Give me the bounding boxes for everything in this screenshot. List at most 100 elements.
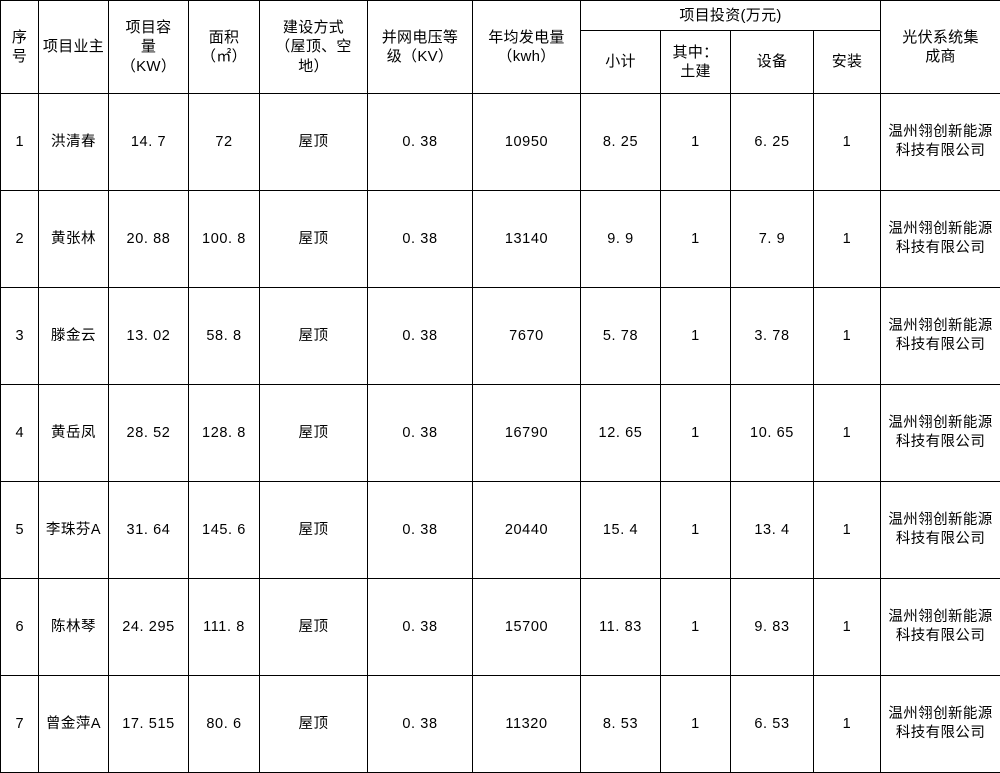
header-civil-line2: 土建 [680,63,711,80]
cell-integrator: 温州翎创新能源科技有限公司 [881,288,1000,385]
table-row: 2 黄张林 20. 88 100. 8 屋顶 0. 38 13140 9. 9 … [1,191,1000,288]
cell-output: 10950 [473,94,581,191]
cell-install: 1 [814,191,881,288]
cell-seq: 7 [1,676,39,773]
header-capacity-line1: 项目容 [126,19,172,36]
cell-equipment: 3. 78 [731,288,814,385]
cell-area: 128. 8 [189,385,260,482]
cell-capacity: 20. 88 [109,191,189,288]
cell-subtotal: 11. 83 [581,579,661,676]
cell-install: 1 [814,482,881,579]
cell-seq: 6 [1,579,39,676]
cell-equipment: 7. 9 [731,191,814,288]
cell-owner: 黄岳凤 [39,385,109,482]
cell-method: 屋顶 [260,94,368,191]
cell-install: 1 [814,385,881,482]
header-area-line1: 面积 [209,29,240,46]
cell-owner: 陈林琴 [39,579,109,676]
column-header-owner: 项目业主 [39,1,109,94]
cell-voltage: 0. 38 [368,676,473,773]
cell-voltage: 0. 38 [368,385,473,482]
cell-seq: 2 [1,191,39,288]
column-header-install: 安装 [814,31,881,94]
cell-subtotal: 8. 25 [581,94,661,191]
cell-owner: 洪清春 [39,94,109,191]
cell-install: 1 [814,579,881,676]
table-header: 序 号 项目业主 项目容 量 （KW） 面积 （㎡） 建设方式 （屋顶、空 地） [1,1,1000,94]
cell-area: 145. 6 [189,482,260,579]
header-voltage-line1: 并网电压等 [382,29,459,46]
table-row: 1 洪清春 14. 7 72 屋顶 0. 38 10950 8. 25 1 6.… [1,94,1000,191]
header-integrator-line1: 光伏系统集 [902,29,979,46]
cell-output: 20440 [473,482,581,579]
cell-output: 11320 [473,676,581,773]
cell-install: 1 [814,94,881,191]
header-integrator-line2: 成商 [925,48,956,65]
cell-capacity: 28. 52 [109,385,189,482]
cell-integrator: 温州翎创新能源科技有限公司 [881,676,1000,773]
cell-area: 72 [189,94,260,191]
cell-subtotal: 8. 53 [581,676,661,773]
cell-seq: 3 [1,288,39,385]
table-row: 5 李珠芬A 31. 64 145. 6 屋顶 0. 38 20440 15. … [1,482,1000,579]
cell-method: 屋顶 [260,288,368,385]
cell-integrator: 温州翎创新能源科技有限公司 [881,191,1000,288]
header-seq-line1: 序 [12,29,27,46]
cell-install: 1 [814,676,881,773]
column-header-area: 面积 （㎡） [189,1,260,94]
cell-capacity: 17. 515 [109,676,189,773]
column-header-capacity: 项目容 量 （KW） [109,1,189,94]
cell-area: 80. 6 [189,676,260,773]
header-method-line3: 地） [298,58,329,75]
cell-output: 13140 [473,191,581,288]
header-capacity-line2: 量 [141,38,156,55]
cell-method: 屋顶 [260,676,368,773]
cell-integrator: 温州翎创新能源科技有限公司 [881,579,1000,676]
cell-integrator: 温州翎创新能源科技有限公司 [881,482,1000,579]
cell-voltage: 0. 38 [368,288,473,385]
cell-capacity: 14. 7 [109,94,189,191]
cell-integrator: 温州翎创新能源科技有限公司 [881,94,1000,191]
cell-owner: 滕金云 [39,288,109,385]
cell-subtotal: 9. 9 [581,191,661,288]
cell-voltage: 0. 38 [368,94,473,191]
cell-equipment: 6. 25 [731,94,814,191]
cell-equipment: 6. 53 [731,676,814,773]
cell-seq: 1 [1,94,39,191]
column-header-integrator: 光伏系统集 成商 [881,1,1000,94]
cell-civil: 1 [661,94,731,191]
cell-output: 7670 [473,288,581,385]
cell-output: 16790 [473,385,581,482]
table-row: 4 黄岳凤 28. 52 128. 8 屋顶 0. 38 16790 12. 6… [1,385,1000,482]
header-method-line1: 建设方式 [283,19,344,36]
cell-seq: 4 [1,385,39,482]
table-row: 6 陈林琴 24. 295 111. 8 屋顶 0. 38 15700 11. … [1,579,1000,676]
column-header-voltage: 并网电压等 级（KV） [368,1,473,94]
cell-capacity: 24. 295 [109,579,189,676]
header-row-top: 序 号 项目业主 项目容 量 （KW） 面积 （㎡） 建设方式 （屋顶、空 地） [1,1,1000,31]
cell-subtotal: 15. 4 [581,482,661,579]
column-header-method: 建设方式 （屋顶、空 地） [260,1,368,94]
column-header-civil: 其中： 土建 [661,31,731,94]
column-header-subtotal: 小计 [581,31,661,94]
cell-area: 58. 8 [189,288,260,385]
column-header-equipment: 设备 [731,31,814,94]
cell-output: 15700 [473,579,581,676]
cell-voltage: 0. 38 [368,579,473,676]
cell-area: 111. 8 [189,579,260,676]
cell-install: 1 [814,288,881,385]
column-header-seq: 序 号 [1,1,39,94]
cell-subtotal: 12. 65 [581,385,661,482]
header-voltage-line2: 级（KV） [387,48,454,65]
cell-integrator: 温州翎创新能源科技有限公司 [881,385,1000,482]
cell-owner: 黄张林 [39,191,109,288]
cell-civil: 1 [661,288,731,385]
header-capacity-line3: （KW） [121,58,176,75]
cell-equipment: 10. 65 [731,385,814,482]
cell-civil: 1 [661,676,731,773]
cell-method: 屋顶 [260,385,368,482]
table-row: 3 滕金云 13. 02 58. 8 屋顶 0. 38 7670 5. 78 1… [1,288,1000,385]
cell-voltage: 0. 38 [368,482,473,579]
